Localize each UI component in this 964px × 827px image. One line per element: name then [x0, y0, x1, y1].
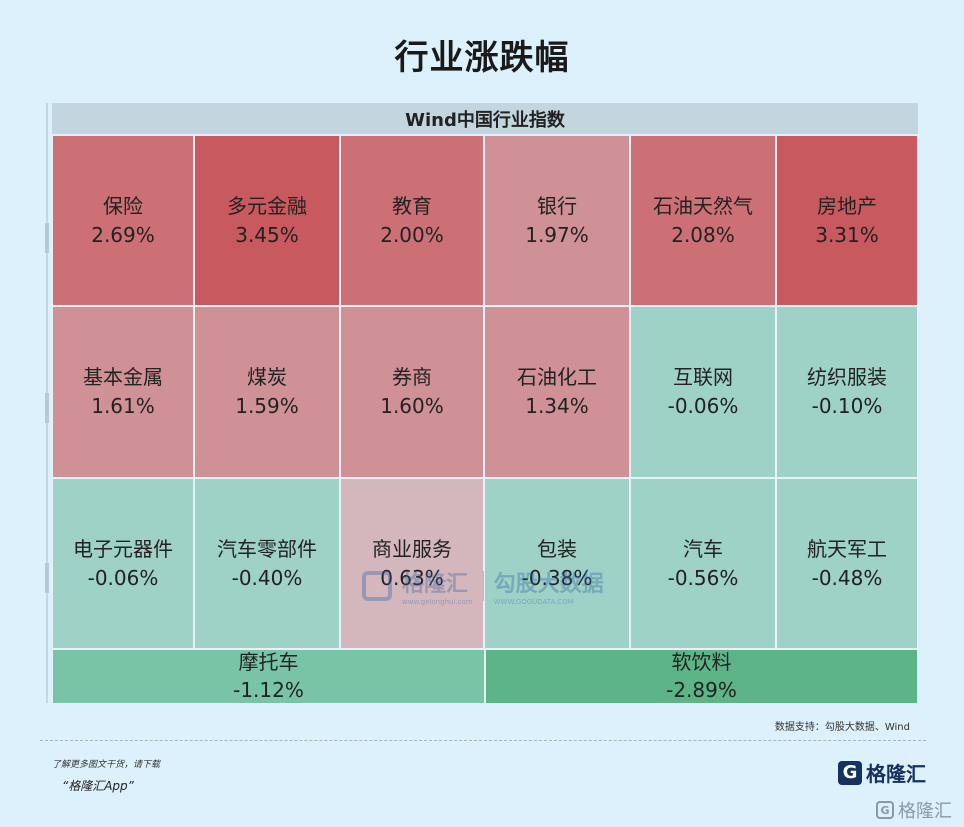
treemap-cell: 电子元器件 -0.06%: [52, 478, 194, 649]
treemap-cell: 商业服务 0.63%: [340, 478, 484, 649]
treemap-cell: 房地产 3.31%: [776, 135, 918, 306]
cell-change-value: -2.89%: [666, 677, 737, 702]
cell-change-value: 1.59%: [235, 394, 299, 418]
page-title: 行业涨跌幅: [394, 38, 570, 78]
cell-change-value: 0.63%: [380, 565, 444, 590]
treemap-cell: 保险 2.69%: [52, 135, 194, 306]
cell-change-value: 2.08%: [671, 222, 735, 247]
treemap-cell: 煤炭 1.59%: [194, 306, 340, 478]
cell-industry-name: 保险: [103, 193, 143, 218]
cell-industry-name: 包装: [537, 536, 577, 561]
cell-industry-name: 多元金融: [227, 193, 307, 218]
cell-change-value: -1.12%: [233, 677, 304, 702]
cell-industry-name: 航天军工: [807, 536, 887, 561]
treemap-cell: 汽车零部件 -0.40%: [194, 478, 340, 649]
cell-industry-name: 电子元器件: [73, 536, 173, 561]
cell-industry-name: 银行: [537, 193, 577, 218]
cell-industry-name: 基本金属: [83, 365, 163, 389]
cell-change-value: -0.06%: [667, 394, 739, 418]
cell-industry-name: 房地产: [817, 193, 877, 218]
cell-industry-name: 教育: [392, 193, 432, 218]
axis-tick: [45, 563, 49, 593]
cell-industry-name: 商业服务: [372, 536, 452, 561]
axis-tick: [45, 223, 49, 253]
treemap-cell: 互联网 -0.06%: [630, 306, 776, 478]
treemap-cell: 石油化工 1.34%: [484, 306, 630, 478]
footer-app-name: “格隆汇App”: [62, 779, 134, 793]
cell-change-value: 2.69%: [91, 222, 155, 247]
cell-industry-name: 摩托车: [238, 649, 299, 674]
treemap-cell: 航天军工 -0.48%: [776, 478, 918, 649]
left-axis-line: [45, 103, 49, 703]
cell-change-value: 2.00%: [380, 222, 444, 247]
cell-industry-name: 石油天然气: [653, 193, 753, 218]
cell-industry-name: 石油化工: [517, 365, 597, 389]
cell-change-value: -0.56%: [667, 565, 739, 590]
treemap-cell: 软饮料 -2.89%: [485, 649, 918, 704]
treemap-cell: 包装 -0.38%: [484, 478, 630, 649]
treemap-cell: 摩托车 -1.12%: [52, 649, 485, 704]
cell-industry-name: 汽车: [683, 536, 723, 561]
cell-change-value: 1.60%: [380, 394, 444, 418]
treemap-cell: 石油天然气 2.08%: [630, 135, 776, 306]
cell-change-value: 1.61%: [91, 394, 155, 418]
divider: [40, 740, 926, 741]
treemap-cell: 纺织服装 -0.10%: [776, 306, 918, 478]
treemap-cell: 多元金融 3.45%: [194, 135, 340, 306]
treemap-cell: 汽车 -0.56%: [630, 478, 776, 649]
cell-industry-name: 互联网: [673, 365, 733, 389]
cell-change-value: 3.45%: [235, 222, 299, 247]
footer-note: 了解更多图文干货，请下载: [52, 760, 161, 770]
treemap-cell: 基本金属 1.61%: [52, 306, 194, 478]
axis-tick: [45, 393, 49, 423]
cell-change-value: 1.34%: [525, 394, 589, 418]
brand-g-icon: G: [838, 760, 862, 785]
cell-change-value: 3.31%: [815, 222, 879, 247]
treemap-cell: 教育 2.00%: [340, 135, 484, 306]
cell-change-value: -0.48%: [811, 565, 883, 590]
treemap-cell: 券商 1.60%: [340, 306, 484, 478]
treemap-cell: 银行 1.97%: [484, 135, 630, 306]
cell-change-value: -0.10%: [811, 394, 883, 418]
brand-logo: G 格隆汇: [838, 758, 926, 787]
brand-name: 格隆汇: [866, 762, 926, 786]
data-source: 数据支持：勾股大数据、Wind: [774, 722, 910, 733]
brand-watermark-name: 格隆汇: [898, 801, 952, 822]
cell-industry-name: 汽车零部件: [217, 536, 317, 561]
cell-change-value: -0.40%: [231, 565, 303, 590]
cell-change-value: -0.38%: [521, 565, 593, 590]
cell-industry-name: 软饮料: [671, 649, 732, 674]
treemap-header: Wind中国行业指数: [52, 103, 918, 134]
brand-watermark-icon: G: [876, 801, 894, 819]
cell-industry-name: 煤炭: [247, 365, 287, 389]
cell-change-value: -0.06%: [87, 565, 159, 590]
cell-industry-name: 纺织服装: [807, 365, 887, 389]
brand-watermark: G 格隆汇: [876, 797, 952, 823]
cell-industry-name: 券商: [392, 365, 432, 389]
cell-change-value: 1.97%: [525, 222, 589, 247]
